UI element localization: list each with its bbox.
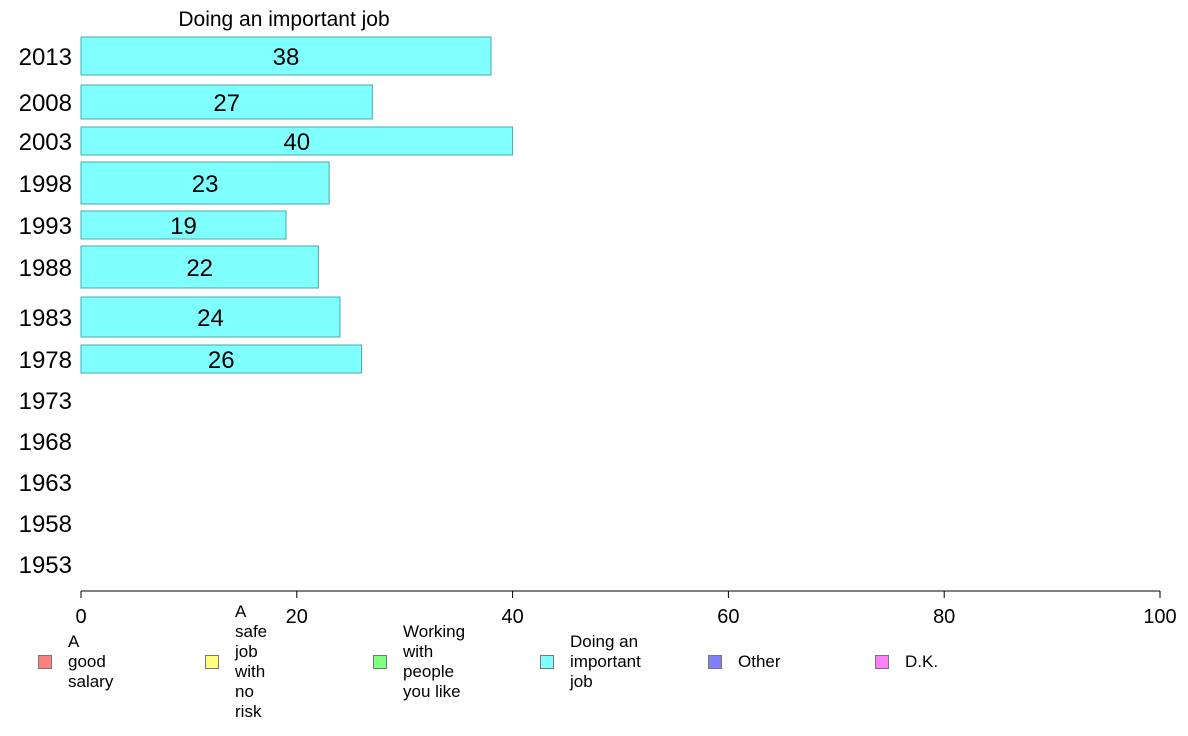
legend-item: A safe job with no risk (205, 602, 267, 721)
year-label: 1958 (19, 511, 72, 538)
x-tick-label: 0 (75, 606, 86, 628)
x-tick-label: 20 (286, 606, 308, 628)
bar-chart: Doing an important job 3827402319222426 … (19, 8, 1177, 628)
year-label: 1978 (19, 347, 72, 374)
year-label: 1973 (19, 388, 72, 415)
bar-value-label: 27 (213, 90, 240, 117)
year-label: 1963 (19, 470, 72, 497)
legend-item: Other (708, 640, 781, 684)
year-label: 1983 (19, 305, 72, 332)
legend-label: Doing an important job (570, 632, 641, 691)
year-label: 1993 (19, 213, 72, 240)
bar (80, 36, 492, 76)
bar-value-label: 26 (208, 347, 235, 374)
legend-label: Working with people you like (403, 622, 466, 701)
x-tick-label: 100 (1143, 606, 1176, 628)
bar (80, 210, 287, 240)
bar (80, 245, 319, 289)
year-label: 1968 (19, 429, 72, 456)
legend-item: D.K. (875, 640, 938, 684)
x-tick-label: 60 (717, 606, 739, 628)
legend-swatch (540, 655, 554, 669)
legend-item: Doing an important job (540, 632, 641, 691)
legend-item: A good salary (38, 632, 113, 691)
bars-group: 38 27 40 23 19 22 24 26 (80, 36, 514, 374)
bar (80, 126, 514, 156)
bar (80, 344, 363, 374)
x-tick-label: 40 (501, 606, 523, 628)
legend-swatch (875, 655, 889, 669)
bar-value-label: 19 (170, 213, 197, 240)
chart-title: Doing an important job (178, 8, 389, 31)
legend-swatch (708, 655, 722, 669)
year-label: 1998 (19, 171, 72, 198)
year-labels: 2013 2008 2003 1998 1993 1988 1983 1978 1973 1968… (19, 44, 72, 579)
bar (80, 84, 373, 120)
bar-value-label: 22 (186, 255, 213, 282)
legend-swatch (373, 655, 387, 669)
year-label: 2008 (19, 90, 72, 117)
bar (80, 296, 341, 338)
year-label: 2013 (19, 44, 72, 71)
legend-label: Other (738, 652, 781, 671)
x-tick-label: 80 (933, 606, 955, 628)
year-label: 2003 (19, 129, 72, 156)
bar-value-label: 38 (273, 44, 300, 71)
bar-value-label: 24 (197, 305, 224, 332)
legend-label: D.K. (905, 652, 939, 671)
year-label: 1988 (19, 255, 72, 282)
year-label: 1953 (19, 552, 72, 579)
x-axis: 0 20 40 60 80 100 (75, 590, 1177, 628)
legend-swatch (205, 655, 219, 669)
bar-value-label: 40 (283, 129, 310, 156)
bar (80, 161, 330, 205)
legend-swatch (38, 655, 52, 669)
legend-item: Working with people you like (373, 622, 465, 701)
bar-value-label: 23 (192, 171, 219, 198)
legend-label: A good salary (68, 632, 114, 691)
legend-label: A safe job with no risk (235, 602, 268, 721)
